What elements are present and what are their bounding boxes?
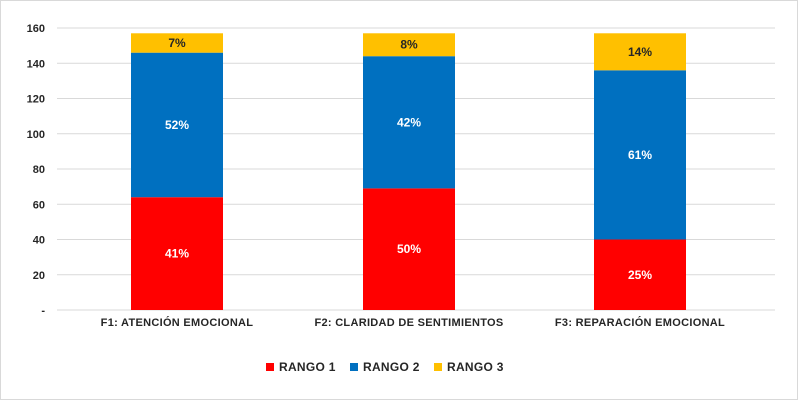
x-category-label: F1: ATENCIÓN EMOCIONAL: [101, 316, 254, 329]
x-axis-categories: F1: ATENCIÓN EMOCIONAL F2: CLARIDAD DE SE…: [101, 316, 725, 329]
bar-segment: [131, 197, 223, 310]
bar-segment: [594, 70, 686, 240]
x-category-label: F3: REPARACIÓN EMOCIONAL: [555, 316, 725, 329]
bar-segment: [131, 52, 223, 198]
y-tick-label: -: [41, 305, 45, 317]
data-label: 41%: [165, 247, 189, 261]
data-label: 7%: [168, 36, 186, 50]
bar-segment: [363, 33, 455, 57]
data-label: 8%: [400, 38, 418, 52]
y-tick-label: 140: [27, 58, 45, 70]
bar-segment: [363, 56, 455, 189]
bars: 41% 52% 7% 50% 42% 8% 25% 61% 14%: [131, 33, 686, 310]
legend-swatch: [350, 363, 358, 371]
y-tick-label: 100: [27, 129, 45, 141]
x-category-label: F2: CLARIDAD DE SENTIMIENTOS: [314, 317, 503, 329]
bar-segment: [131, 33, 223, 53]
bar-segment: [594, 33, 686, 71]
y-axis-ticks: - 20 40 60 80 100 120 140 160: [27, 23, 46, 317]
legend-swatch: [266, 363, 274, 371]
bar-segment: [363, 188, 455, 310]
legend: RANGO 1 RANGO 2 RANGO 3: [266, 360, 504, 374]
data-label: 14%: [628, 45, 652, 59]
bar-segment: [594, 239, 686, 310]
legend-label: RANGO 1: [279, 360, 336, 374]
y-tick-label: 20: [33, 270, 45, 282]
data-label: 25%: [628, 268, 652, 282]
legend-label: RANGO 2: [363, 360, 420, 374]
legend-swatch: [434, 363, 442, 371]
y-tick-label: 40: [33, 235, 45, 247]
data-label: 61%: [628, 148, 652, 162]
y-tick-label: 80: [33, 164, 45, 176]
legend-label: RANGO 3: [447, 360, 504, 374]
data-label: 50%: [397, 242, 421, 256]
data-label: 42%: [397, 115, 421, 129]
y-tick-label: 160: [27, 23, 45, 35]
y-tick-label: 60: [33, 199, 45, 211]
data-label: 52%: [165, 118, 189, 132]
y-tick-label: 120: [27, 94, 45, 106]
